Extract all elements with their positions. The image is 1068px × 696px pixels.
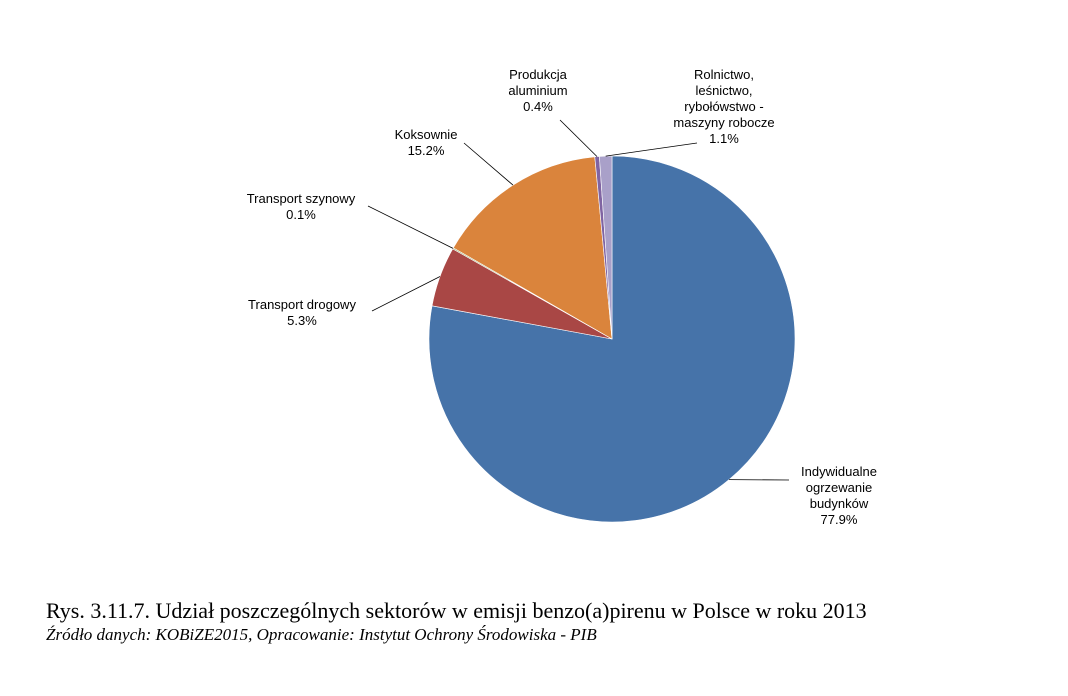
slice-label: Produkcja aluminium 0.4%: [508, 67, 567, 115]
caption-title: Rys. 3.11.7. Udział poszczególnych sekto…: [46, 598, 867, 623]
slice-name-line: Transport drogowy: [248, 297, 356, 312]
slice-name-line: Transport szynowy: [246, 191, 356, 206]
slice-name-line: Koksownie: [394, 127, 458, 142]
leader-line: [559, 119, 598, 157]
leader-line: [463, 142, 514, 186]
slice-name-line: Rolnictwo,: [694, 67, 754, 82]
slice-name-line: maszyny robocze: [673, 115, 775, 130]
slice-label: Rolnictwo, leśnictwo, rybołówstwo - maszyny…: [673, 67, 774, 147]
slice-name-line: Produkcja: [509, 67, 567, 82]
leader-line: [367, 205, 454, 249]
slice-name-line: budynków: [809, 496, 869, 511]
slice-name-line: ogrzewanie: [805, 480, 873, 495]
slice-value-label: 77.9%: [820, 512, 858, 527]
slice-value-label: 1.1%: [709, 131, 739, 146]
slice-name-line: rybołówstwo -: [684, 99, 764, 114]
slice-label: Koksownie 15.2%: [395, 127, 458, 159]
slice-name-line: Indywidualne: [801, 464, 877, 479]
leader-line: [371, 276, 441, 312]
slice-name-line: aluminium: [508, 83, 568, 98]
pie-chart: Indywidualne ogrzewanie budynków 77.9% Trans…: [247, 67, 877, 528]
figure-caption: Rys. 3.11.7. Udział poszczególnych sekto…: [46, 598, 1046, 646]
caption-source: Źródło danych: KOBiZE2015, Opracowanie: …: [46, 625, 597, 644]
slice-value-label: 15.2%: [407, 143, 445, 158]
pie-chart-svg: [367, 119, 796, 523]
slice-value-label: 0.4%: [523, 99, 553, 114]
slice-label: Transport szynowy 0.1%: [247, 191, 356, 223]
slice-name-line: leśnictwo,: [695, 83, 753, 98]
slice-value-label: 5.3%: [287, 313, 317, 328]
slice-label: Indywidualne ogrzewanie budynków 77.9%: [801, 464, 877, 528]
slice-value-label: 0.1%: [286, 207, 316, 222]
pie-slice: [599, 155, 613, 340]
leader-line: [605, 142, 698, 157]
slice-label: Transport drogowy 5.3%: [248, 297, 356, 329]
